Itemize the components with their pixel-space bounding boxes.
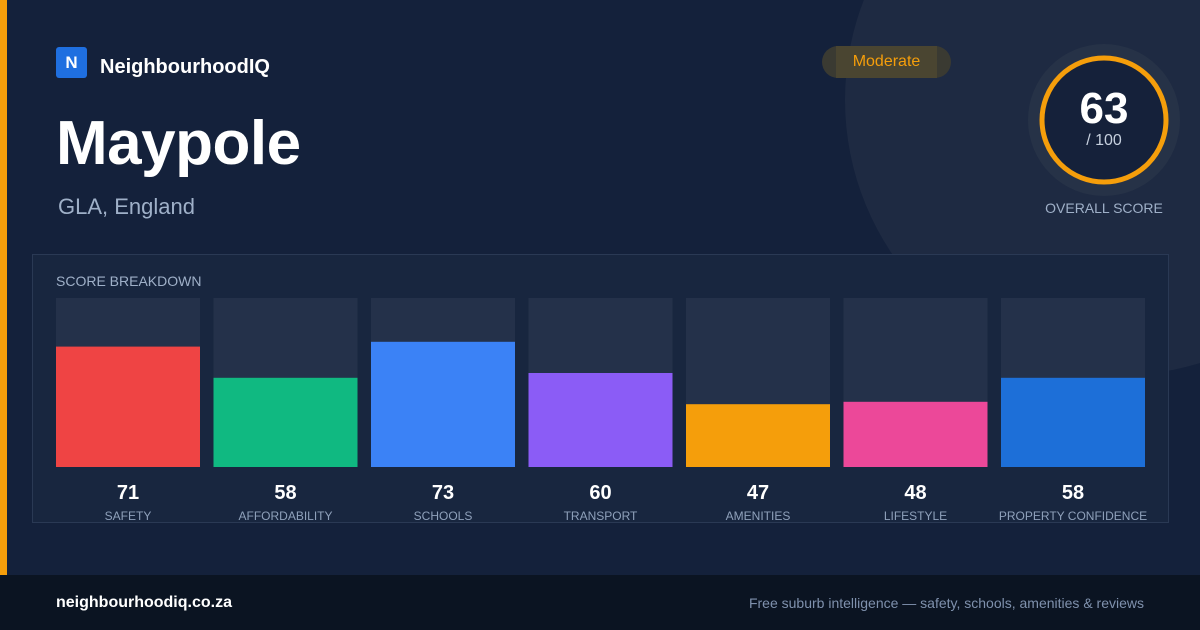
bar-value-label: 71 [117, 482, 139, 504]
rating-badge-inner [836, 46, 937, 78]
bar-value-label: 47 [747, 482, 769, 504]
bar-amenities [686, 404, 830, 467]
bar-value-label: 58 [1062, 482, 1084, 504]
bar-value-label: 58 [274, 482, 296, 504]
overall-score-label: OVERALL SCORE [1045, 200, 1163, 216]
bar-category-label: SCHOOLS [414, 509, 473, 523]
bar-category-label: SAFETY [105, 509, 152, 523]
bar-schools [371, 341, 515, 467]
bar-category-label: TRANSPORT [564, 509, 638, 523]
bar-category-label: AMENITIES [726, 509, 791, 523]
overall-score-value: 63 [1079, 84, 1129, 133]
breakdown-title: SCORE BREAKDOWN [56, 273, 202, 289]
share-card: N NeighbourhoodIQ Maypole GLA, England M… [0, 0, 1180, 575]
bar-safety [56, 346, 200, 467]
rating-badge: Moderate [822, 46, 951, 78]
bar-affordability [213, 377, 358, 467]
footer-site-link[interactable]: neighbourhoodiq.co.za [56, 594, 232, 611]
score-breakdown-panel: SCORE BREAKDOWN 71 SAFETY 58 AFFORDABILITY 7… [32, 254, 1169, 523]
overall-score-ring [1028, 44, 1180, 196]
brand-logo-icon: N [56, 47, 87, 78]
page-subtitle: GLA, England [58, 194, 195, 219]
brand[interactable]: N NeighbourhoodIQ [56, 46, 270, 79]
footer: neighbourhoodiq.co.za Free suburb intell… [0, 575, 1200, 630]
brand-name: NeighbourhoodIQ [100, 56, 270, 78]
accent-bar [0, 0, 7, 575]
page-title: Maypole [56, 109, 301, 178]
bar-property-confidence [1001, 377, 1145, 467]
footer-tagline: Free suburb intelligence — safety, schoo… [748, 595, 1144, 611]
bar-value-label: 73 [432, 482, 454, 504]
bar-category-label: AFFORDABILITY [238, 509, 332, 523]
score-ring-inner [1042, 58, 1166, 182]
bar-lifestyle [843, 401, 988, 467]
overall-score-max: / 100 [1086, 132, 1122, 149]
bar-transport [528, 373, 673, 467]
bar-category-label: PROPERTY CONFIDENCE [999, 509, 1147, 523]
bar-value-label: 48 [904, 482, 926, 504]
rating-badge-label: Moderate [852, 53, 921, 70]
score-ring-track [1039, 55, 1169, 185]
bar-category-label: LIFESTYLE [884, 509, 947, 523]
bar-value-label: 60 [589, 482, 611, 504]
score-bar-chart: 71 SAFETY 58 AFFORDABILITY 73 SCHOOLS 60 TRANSP… [56, 298, 1147, 523]
